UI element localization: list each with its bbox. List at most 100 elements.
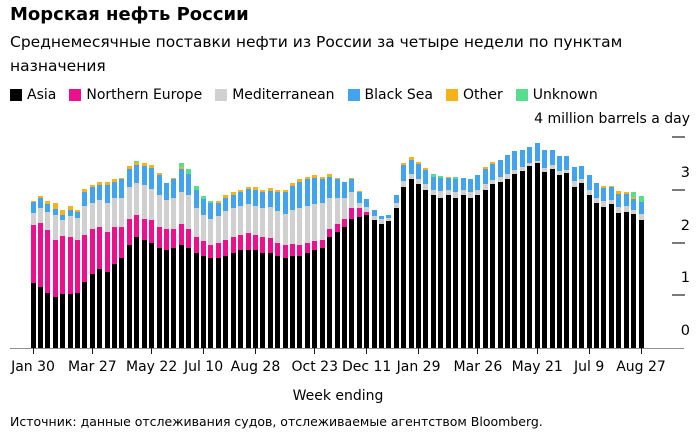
bar-segment-mediterranean	[564, 169, 570, 174]
legend-item-northern-europe: Northern Europe	[69, 87, 202, 103]
x-axis-tick	[366, 348, 368, 354]
bar-segment-asia	[215, 258, 221, 348]
stacked-bar-week-35	[290, 183, 296, 348]
legend-item-mediterranean: Mediterranean	[215, 87, 335, 103]
bar-segment-asia	[74, 293, 80, 348]
bar-segment-black-sea	[505, 155, 511, 174]
stacked-bar-week-27	[230, 192, 236, 348]
bar-segment-black-sea	[579, 166, 585, 179]
bar-segment-northern-europe	[238, 234, 244, 251]
bar-segment-black-sea	[586, 175, 592, 190]
bar-segment-northern-europe	[290, 244, 296, 256]
bar-segment-northern-europe	[208, 245, 214, 259]
bar-segment-mediterranean	[312, 204, 318, 241]
bar-segment-black-sea	[571, 166, 577, 182]
bar-segment-asia	[119, 258, 125, 348]
bar-segment-unknown	[438, 175, 444, 179]
bar-segment-asia	[349, 218, 355, 348]
bar-segment-mediterranean	[445, 189, 451, 196]
bar-segment-northern-europe	[104, 231, 110, 272]
bar-segment-asia	[267, 253, 273, 348]
bar-segment-asia	[408, 179, 414, 348]
bar-segment-black-sea	[490, 164, 496, 181]
bar-segment-black-sea	[445, 178, 451, 190]
stacked-bar-week-17	[156, 173, 162, 348]
bar-segment-black-sea	[349, 179, 355, 193]
stacked-bar-week-21	[186, 168, 192, 348]
bar-segment-northern-europe	[341, 218, 347, 227]
x-axis-line	[10, 348, 684, 349]
bar-segment-mediterranean	[297, 208, 303, 246]
bar-segment-northern-europe	[297, 245, 303, 256]
stacked-bar-week-45	[364, 199, 370, 348]
bar-segment-other	[245, 186, 251, 190]
x-axis-tick	[151, 348, 153, 354]
bar-segment-mediterranean	[193, 208, 199, 238]
bar-segment-other	[171, 177, 177, 180]
stacked-bar-week-71	[556, 156, 562, 348]
bar-segment-mediterranean	[527, 162, 533, 167]
bar-segment-mediterranean	[594, 197, 600, 203]
bar-segment-asia	[571, 186, 577, 348]
bar-segment-black-sea	[304, 179, 310, 206]
bar-segment-mediterranean	[126, 187, 132, 219]
bar-segment-asia	[208, 258, 214, 348]
bar-segment-unknown	[638, 195, 644, 202]
bar-segment-black-sea	[186, 173, 192, 196]
bar-segment-black-sea	[290, 186, 296, 210]
bar-segment-northern-europe	[304, 242, 310, 254]
bar-segment-black-sea	[201, 198, 207, 215]
bar-segment-mediterranean	[141, 184, 147, 219]
bar-segment-northern-europe	[141, 218, 147, 240]
bar-segment-other	[282, 189, 288, 193]
bar-segment-northern-europe	[126, 218, 132, 246]
bar-segment-black-sea	[252, 189, 258, 206]
bar-segment-northern-europe	[82, 234, 88, 283]
bar-segment-northern-europe	[119, 226, 125, 259]
bar-segment-asia	[178, 245, 184, 348]
stacked-bar-week-11	[112, 179, 118, 348]
bar-segment-black-sea	[156, 175, 162, 196]
bar-segment-mediterranean	[156, 195, 162, 227]
bar-segment-mediterranean	[460, 189, 466, 196]
bar-segment-mediterranean	[393, 202, 399, 209]
bar-segment-asia	[156, 247, 162, 348]
bar-segment-northern-europe	[134, 215, 140, 238]
bar-segment-mediterranean	[60, 220, 66, 237]
bar-segment-mediterranean	[97, 200, 103, 227]
bar-segment-mediterranean	[379, 219, 384, 224]
stacked-bar-week-12	[119, 177, 125, 348]
bar-segment-other	[290, 183, 296, 187]
bar-segment-other	[267, 188, 273, 191]
bar-segment-asia	[134, 237, 140, 348]
bar-segment-black-sea	[82, 192, 88, 206]
stacked-bar-week-24	[208, 201, 214, 348]
bar-segment-mediterranean	[45, 211, 51, 230]
bar-segment-unknown	[430, 173, 436, 177]
bar-segment-black-sea	[193, 189, 199, 209]
page-title: Морская нефть России	[10, 4, 249, 25]
bar-segment-asia	[327, 237, 333, 348]
stacked-bar-week-16	[149, 165, 155, 348]
x-axis-tick-label: Mar 27	[67, 359, 117, 375]
bar-segment-asia	[505, 179, 511, 348]
bar-segment-mediterranean	[349, 192, 355, 209]
stacked-bar-week-38	[312, 175, 318, 348]
bar-segment-mediterranean	[119, 197, 125, 227]
bar-segment-other	[30, 200, 36, 202]
bar-segment-northern-europe	[223, 239, 229, 256]
bar-segment-other	[141, 163, 147, 167]
bar-segment-other	[601, 186, 607, 188]
bar-segment-mediterranean	[163, 200, 169, 230]
bar-segment-northern-europe	[252, 234, 258, 251]
stacked-bar-week-60	[475, 175, 481, 348]
bar-segment-northern-europe	[319, 239, 325, 248]
bar-segment-northern-europe	[52, 239, 58, 297]
stacked-bar-week-30	[252, 187, 258, 348]
y-axis-tick-label: 2	[680, 217, 690, 234]
stacked-bar-week-55	[438, 175, 444, 348]
bar-segment-unknown	[193, 185, 199, 190]
stacked-bar-week-79	[616, 191, 622, 348]
bar-segment-asia	[304, 253, 310, 348]
x-axis-tick-label: Mar 26	[453, 359, 503, 375]
